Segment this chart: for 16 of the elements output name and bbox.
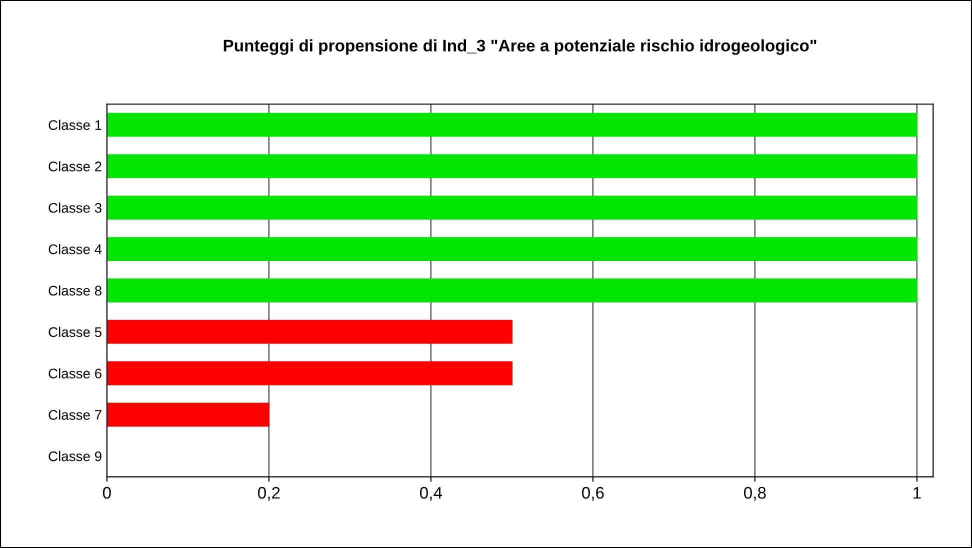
- y-tick-label: Classe 4: [48, 244, 102, 254]
- y-tick-label: Classe 1: [48, 120, 102, 130]
- x-tick-label: 0: [102, 486, 111, 499]
- y-tick-label: Classe 8: [48, 285, 102, 296]
- y-tick-label: Classe 9: [48, 451, 102, 462]
- x-tick-label: 1: [914, 487, 921, 499]
- x-tick-label: 0,4: [420, 486, 442, 501]
- y-tick-label: Classe 7: [48, 410, 102, 420]
- y-tick-label: Classe 3: [48, 202, 102, 213]
- x-tick-label: 0,6: [582, 486, 604, 501]
- y-tick-label: Classe 2: [48, 161, 102, 172]
- y-tick-label: Classe 5: [48, 326, 102, 338]
- x-tick-label: 0,2: [258, 486, 280, 501]
- chart-title: Punteggi di propensione di Ind_3 "Aree a potenziale rischio idrogeologico": [224, 39, 816, 55]
- y-tick-label: Classe 6: [48, 368, 102, 378]
- x-tick-label: 0,8: [744, 486, 766, 501]
